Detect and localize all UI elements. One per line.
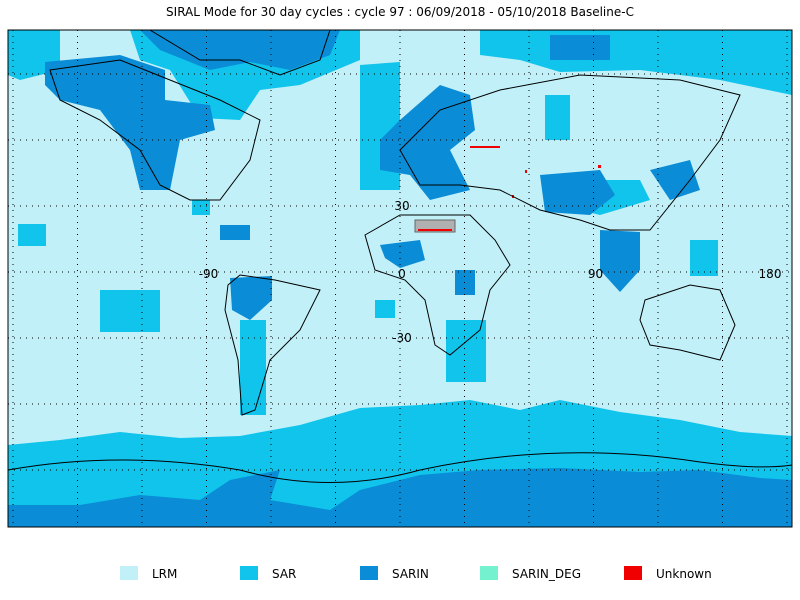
sarin-region	[540, 170, 615, 215]
sarin-region	[380, 240, 425, 268]
sarin-region	[140, 30, 340, 70]
sarin-region	[45, 55, 215, 190]
map-frame	[7, 29, 793, 528]
coastline	[364, 214, 511, 356]
coastline	[399, 74, 741, 231]
longitude-label: -90	[199, 267, 219, 281]
legend-swatch	[624, 566, 642, 580]
longitude-label: 90	[588, 267, 603, 281]
sarin-region	[220, 225, 250, 240]
sar-region	[240, 320, 266, 415]
coastline	[639, 284, 736, 361]
legend-label: LRM	[152, 567, 177, 581]
map-title: SIRAL Mode for 30 day cycles : cycle 97 …	[166, 5, 634, 19]
legend: LRM SAR SARIN SARIN_DEG Unknown	[120, 566, 712, 581]
sarin-region	[8, 468, 792, 527]
legend-label: SAR	[272, 567, 296, 581]
legend-label: Unknown	[656, 567, 712, 581]
sarin-region	[550, 35, 610, 60]
graticule: -90 0 90 180 30 -30	[8, 30, 792, 527]
legend-swatch	[120, 566, 138, 580]
latitude-label: -30	[392, 331, 412, 345]
legend-label: SARIN_DEG	[512, 567, 581, 581]
sar-region	[18, 224, 46, 246]
sar-region	[545, 95, 570, 140]
sar-region	[690, 240, 718, 276]
sarin-region	[650, 160, 700, 200]
legend-swatch	[480, 566, 498, 580]
sar-region	[100, 290, 160, 332]
coastline	[224, 274, 321, 416]
legend-swatch	[240, 566, 258, 580]
coastline	[7, 452, 793, 483]
sarin-region	[380, 85, 475, 200]
longitude-label: 0	[398, 267, 406, 281]
coastline	[49, 59, 261, 201]
longitude-label: 180	[759, 267, 782, 281]
sarin-region	[600, 230, 640, 292]
latitude-label: 30	[394, 199, 409, 213]
legend-label: SARIN	[392, 567, 429, 581]
sar-region	[192, 200, 210, 215]
sarin-region	[230, 276, 272, 320]
legend-swatch	[360, 566, 378, 580]
sar-region	[375, 300, 395, 318]
